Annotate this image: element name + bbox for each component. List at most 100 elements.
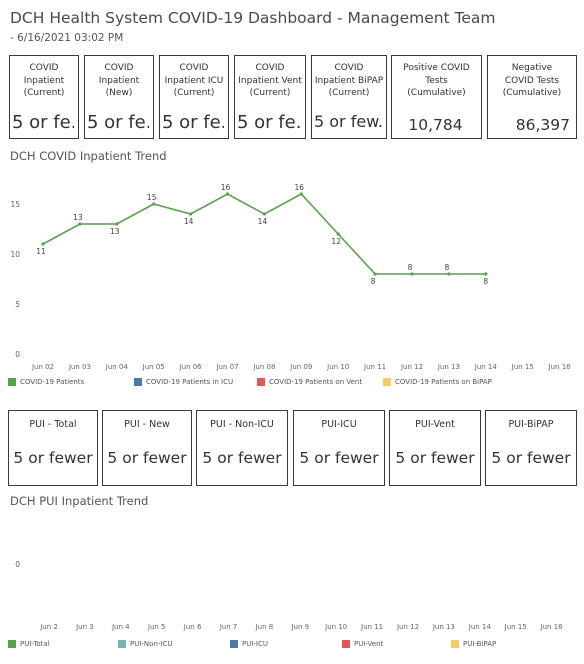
dashboard-timestamp: - 6/16/2021 03:02 PM — [10, 32, 124, 44]
legend-label: PUI-ICU — [242, 640, 269, 648]
legend-swatch — [118, 640, 126, 648]
x-tick-label: Jun 8 — [255, 623, 274, 631]
data-label: 16 — [295, 183, 305, 192]
data-point — [225, 192, 230, 196]
covid-inpatient-trend-chart: 0 5 10 15 Jun 02 Jun 03 Jun 04 Jun 05 Jun 06 Jun … — [10, 183, 572, 371]
x-tick-label: Jun 16 — [548, 363, 572, 371]
kpi-card-positive-tests[interactable]: Positive COVID Tests (Cumulative) 10,784 — [391, 55, 482, 139]
data-label: 16 — [221, 183, 231, 192]
data-point — [299, 192, 303, 196]
legend-swatch — [451, 640, 459, 648]
x-tick-label: Jun 10 — [326, 363, 349, 371]
y-tick-label: 0 — [15, 350, 20, 359]
legend-pui-total[interactable]: PUI-Total — [8, 640, 50, 648]
legend-swatch — [230, 640, 238, 648]
legend-label: COVID-19 Patients on BiPAP — [395, 378, 492, 386]
legend-label: PUI-Total — [20, 640, 50, 648]
legend-label: COVID-19 Patients on Vent — [269, 378, 363, 386]
kpi-card-negative-tests[interactable]: Negative COVID Tests (Cumulative) 86,397 — [487, 55, 577, 139]
data-label: 8 — [371, 277, 376, 286]
data-point — [262, 212, 266, 216]
data-label: 14 — [184, 217, 194, 226]
y-tick-label: 15 — [10, 200, 20, 209]
data-point — [152, 202, 156, 206]
legend-swatch — [383, 378, 391, 386]
pui-value: 5 or fewer — [107, 449, 187, 467]
pui-value: 5 or fewer — [299, 449, 379, 467]
data-label: 14 — [258, 217, 268, 226]
pui-card-total[interactable]: PUI - Total 5 or fewer — [8, 410, 98, 486]
kpi-card-covid-inpatient-icu[interactable]: COVID Inpatient ICU (Current) 5 or fe.. — [159, 55, 229, 139]
legend-pui-icu[interactable]: PUI-ICU — [230, 640, 268, 648]
x-tick-label: Jun 11 — [363, 363, 386, 371]
x-tick-label: Jun 02 — [31, 363, 54, 371]
x-tick-label: Jun 13 — [432, 623, 455, 631]
data-label: 13 — [110, 227, 120, 236]
kpi-label: COVID Inpatient ICU (Current) — [164, 63, 224, 98]
pui-value: 5 or fewer — [202, 449, 282, 467]
x-tick-label: Jun 12 — [400, 363, 423, 371]
legend-covid-bipap[interactable]: COVID-19 Patients on BiPAP — [383, 378, 492, 386]
data-label: 15 — [147, 193, 157, 202]
kpi-label: COVID Inpatient BiPAP (Current) — [314, 63, 384, 98]
y-tick-label: 10 — [10, 250, 20, 259]
kpi-value: 10,784 — [408, 116, 463, 134]
data-point — [189, 212, 193, 216]
legend-covid-icu[interactable]: COVID-19 Patients in ICU — [134, 378, 233, 386]
legend-covid-patients[interactable]: COVID-19 Patients — [8, 378, 84, 386]
pui-inpatient-trend-title: DCH PUI Inpatient Trend — [10, 494, 149, 508]
data-point — [41, 242, 45, 246]
kpi-value: 5 or fe.. — [162, 112, 224, 133]
data-point — [115, 222, 119, 226]
x-tick-label: Jun 13 — [437, 363, 460, 371]
x-tick-label: Jun 15 — [511, 363, 534, 371]
kpi-value: 86,397 — [515, 116, 570, 134]
pui-card-bipap[interactable]: PUI-BiPAP 5 or fewer — [485, 410, 577, 486]
x-tick-label: Jun 2 — [39, 623, 58, 631]
pui-card-new[interactable]: PUI - New 5 or fewer — [102, 410, 192, 486]
x-tick-label: Jun 14 — [474, 363, 498, 371]
legend-label: PUI-BiPAP — [463, 640, 497, 648]
pui-card-icu[interactable]: PUI-ICU 5 or fewer — [293, 410, 385, 486]
legend-label: PUI-Non-ICU — [130, 640, 173, 648]
x-tick-label: Jun 03 — [68, 363, 91, 371]
data-label: 8 — [445, 263, 450, 272]
legend-covid-vent[interactable]: COVID-19 Patients on Vent — [257, 378, 362, 386]
pui-card-non-icu[interactable]: PUI - Non-ICU 5 or fewer — [196, 410, 288, 486]
kpi-label: COVID Inpatient (Current) — [23, 63, 65, 98]
kpi-value: 5 or few.. — [314, 112, 382, 131]
kpi-card-covid-inpatient-current[interactable]: COVID Inpatient (Current) 5 or fe.. — [9, 55, 79, 139]
data-point — [410, 272, 414, 276]
data-point — [484, 272, 488, 276]
x-tick-label: Jun 3 — [75, 623, 94, 631]
pui-label: PUI-BiPAP — [508, 419, 554, 430]
legend-pui-non-icu[interactable]: PUI-Non-ICU — [118, 640, 173, 648]
pui-label: PUI-Vent — [415, 419, 455, 430]
data-point — [336, 232, 340, 236]
pui-label: PUI-ICU — [321, 419, 357, 430]
kpi-card-covid-inpatient-new[interactable]: COVID Inpatient (New) 5 or fe.. — [84, 55, 154, 139]
x-tick-label: Jun 14 — [468, 623, 492, 631]
kpi-card-covid-inpatient-vent[interactable]: COVID Inpatient Vent (Current) 5 or fe.. — [234, 55, 306, 139]
x-tick-label: Jun 11 — [360, 623, 383, 631]
data-label: 8 — [408, 263, 413, 272]
data-point — [373, 272, 377, 276]
legend-pui-bipap[interactable]: PUI-BiPAP — [451, 640, 496, 648]
x-tick-label: Jun 12 — [396, 623, 419, 631]
kpi-label: COVID Inpatient (New) — [98, 63, 140, 98]
data-label: 11 — [36, 247, 46, 256]
y-tick-label: 5 — [15, 300, 20, 309]
legend-swatch — [8, 640, 16, 648]
legend-label: COVID-19 Patients — [20, 378, 85, 386]
x-tick-label: Jun 7 — [219, 623, 238, 631]
legend-label: PUI-Vent — [354, 640, 384, 648]
kpi-label: Positive COVID Tests (Cumulative) — [403, 63, 470, 98]
data-label: 13 — [73, 213, 83, 222]
kpi-label: Negative COVID Tests (Cumulative) — [502, 63, 562, 98]
legend-pui-vent[interactable]: PUI-Vent — [342, 640, 383, 648]
kpi-label: COVID Inpatient Vent (Current) — [238, 63, 302, 98]
kpi-card-covid-inpatient-bipap[interactable]: COVID Inpatient BiPAP (Current) 5 or few… — [311, 55, 387, 139]
pui-card-vent[interactable]: PUI-Vent 5 or fewer — [389, 410, 481, 486]
x-tick-label: Jun 08 — [252, 363, 275, 371]
legend-swatch — [342, 640, 350, 648]
